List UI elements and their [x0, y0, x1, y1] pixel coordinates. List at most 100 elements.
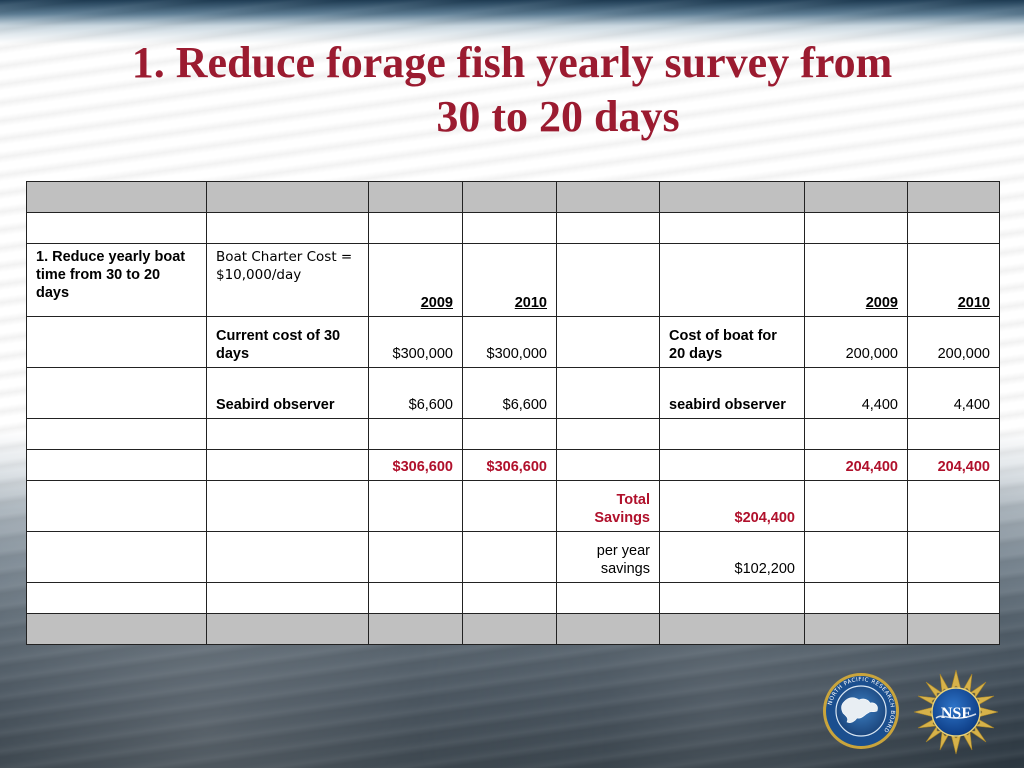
- year-header-cell: 2010: [462, 243, 557, 317]
- table-cell: [26, 212, 207, 244]
- value-cell: $6,600: [368, 367, 463, 419]
- per-year-row: per year savings $102,200: [26, 531, 1000, 583]
- table-row: 1. Reduce yearly boat time from 30 to 20…: [26, 243, 1000, 317]
- table-cell: [556, 316, 660, 368]
- table-cell: [206, 418, 369, 450]
- row-label-cell: seabird observer: [659, 367, 805, 419]
- table-cell: [804, 181, 908, 213]
- table-cell: [659, 243, 805, 317]
- table-cell: [206, 531, 369, 583]
- value-cell: $6,600: [462, 367, 557, 419]
- table-header-row: [26, 181, 1000, 213]
- table-cell: [206, 449, 369, 481]
- table-cell: [907, 212, 1000, 244]
- table-cell: [556, 212, 660, 244]
- value-cell: 200,000: [907, 316, 1000, 368]
- table-cell: [368, 181, 463, 213]
- table-cell: [556, 181, 660, 213]
- table-cell: [804, 480, 908, 532]
- table-cell: [907, 531, 1000, 583]
- table-cell: [26, 367, 207, 419]
- table-cell: [462, 582, 557, 614]
- per-year-value: $102,200: [659, 531, 805, 583]
- npr-board-logo: NORTH PACIFIC RESEARCH BOARD: [823, 673, 899, 749]
- table-cell: [907, 418, 1000, 450]
- per-year-label: per year savings: [556, 531, 660, 583]
- total-cell: 204,400: [907, 449, 1000, 481]
- row-label-cell: Current cost of 30 days: [206, 316, 369, 368]
- table-cell: [206, 613, 369, 645]
- table-cell: [206, 480, 369, 532]
- row-label-cell: Cost of boat for 20 days: [659, 316, 805, 368]
- nsf-logo-text: NSF: [941, 705, 971, 722]
- total-cell: 204,400: [804, 449, 908, 481]
- total-savings-label: Total Savings: [556, 480, 660, 532]
- table-cell: [556, 613, 660, 645]
- table-cell: [556, 582, 660, 614]
- item-label-cell: 1. Reduce yearly boat time from 30 to 20…: [26, 243, 207, 317]
- table-cell: [206, 181, 369, 213]
- table-cell: [804, 418, 908, 450]
- table-cell: [659, 582, 805, 614]
- table-cell: [659, 449, 805, 481]
- value-cell: 4,400: [907, 367, 1000, 419]
- table-cell: [556, 449, 660, 481]
- year-header-cell: 2009: [368, 243, 463, 317]
- row-label-cell: Seabird observer: [206, 367, 369, 419]
- title-line-1: 1. Reduce forage fish yearly survey from: [131, 38, 893, 87]
- table-cell: [462, 480, 557, 532]
- table-row: Current cost of 30 days $300,000 $300,00…: [26, 316, 1000, 368]
- table-cell: [556, 367, 660, 419]
- table-cell: [907, 582, 1000, 614]
- table-cell: [26, 418, 207, 450]
- total-savings-value: $204,400: [659, 480, 805, 532]
- table-cell: [659, 613, 805, 645]
- table-cell: [462, 613, 557, 645]
- value-cell: $300,000: [462, 316, 557, 368]
- nsf-logo: NSF: [913, 669, 999, 755]
- table-row: Seabird observer $6,600 $6,600 seabird o…: [26, 367, 1000, 419]
- charter-cost-note: Boat Charter Cost = $10,000/day: [206, 243, 369, 317]
- table-cell: [462, 212, 557, 244]
- table-cell: [26, 531, 207, 583]
- table-cell: [462, 418, 557, 450]
- value-cell: 4,400: [804, 367, 908, 419]
- table-cell: [26, 582, 207, 614]
- total-cell: $306,600: [462, 449, 557, 481]
- table-cell: [659, 212, 805, 244]
- table-cell: [804, 531, 908, 583]
- table-cell: [368, 480, 463, 532]
- table-cell: [804, 613, 908, 645]
- table-cell: [907, 480, 1000, 532]
- table-cell: [804, 582, 908, 614]
- cost-table: 1. Reduce yearly boat time from 30 to 20…: [26, 181, 1000, 645]
- table-row: [26, 582, 1000, 614]
- table-cell: [26, 449, 207, 481]
- year-header-cell: 2010: [907, 243, 1000, 317]
- table-cell: [368, 418, 463, 450]
- table-cell: [26, 480, 207, 532]
- table-cell: [368, 582, 463, 614]
- table-cell: [206, 212, 369, 244]
- table-row: [26, 212, 1000, 244]
- value-cell: 200,000: [804, 316, 908, 368]
- table-cell: [556, 418, 660, 450]
- table-cell: [462, 181, 557, 213]
- table-cell: [368, 212, 463, 244]
- slide-title: 1. Reduce forage fish yearly survey from…: [0, 36, 1024, 144]
- table-cell: [26, 181, 207, 213]
- total-savings-row: Total Savings $204,400: [26, 480, 1000, 532]
- title-line-2: 30 to 20 days: [436, 92, 680, 141]
- total-cell: $306,600: [368, 449, 463, 481]
- table-cell: [659, 181, 805, 213]
- table-cell: [206, 582, 369, 614]
- table-cell: [804, 212, 908, 244]
- table-cell: [26, 316, 207, 368]
- table-cell: [368, 613, 463, 645]
- table-cell: [556, 243, 660, 317]
- table-cell: [907, 613, 1000, 645]
- year-header-cell: 2009: [804, 243, 908, 317]
- table-cell: [368, 531, 463, 583]
- table-cell: [26, 613, 207, 645]
- table-cell: [907, 181, 1000, 213]
